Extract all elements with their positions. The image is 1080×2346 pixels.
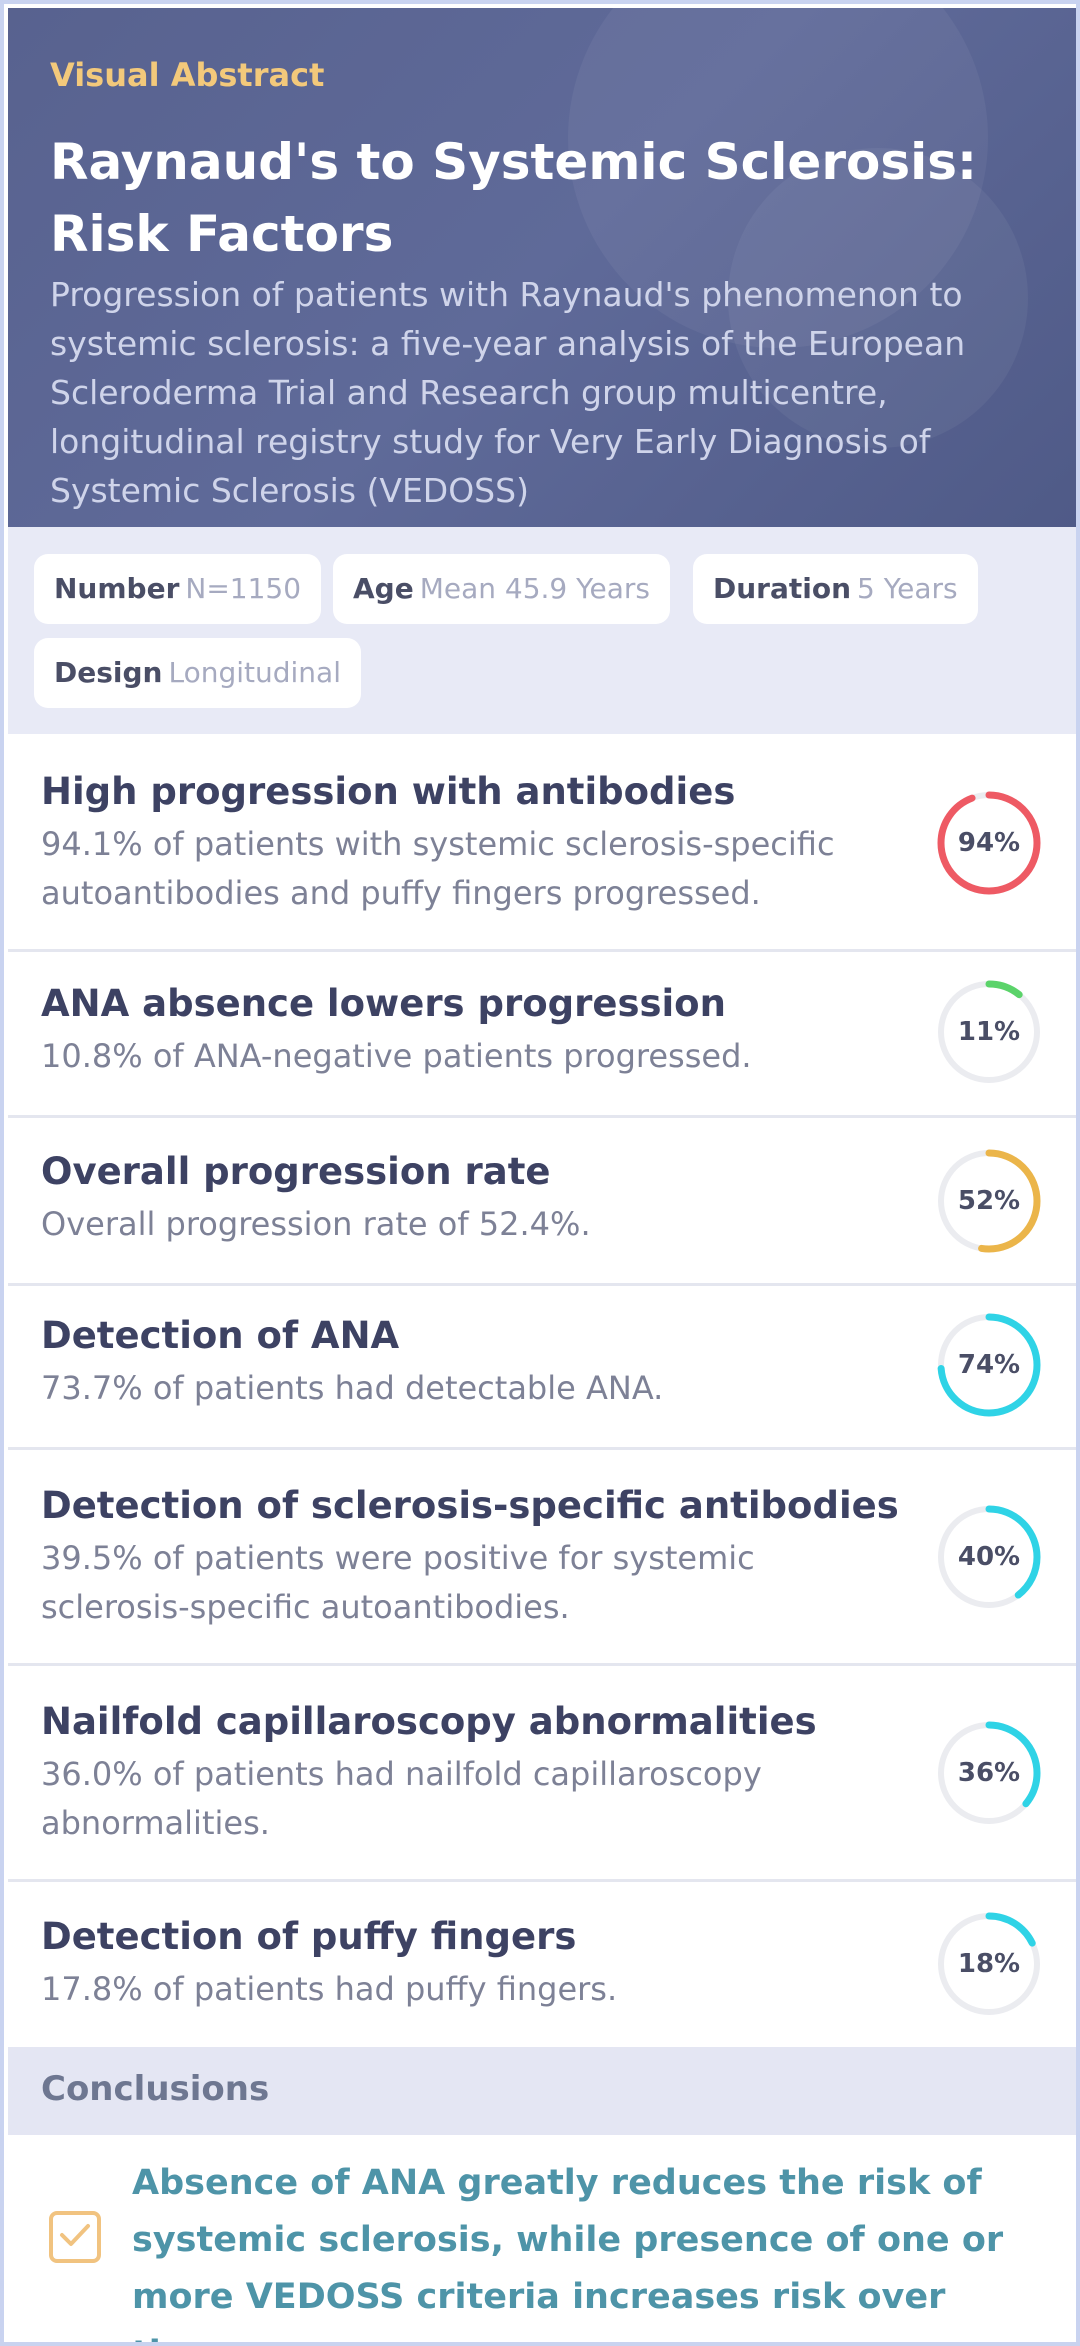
progress-ring: 11% — [934, 977, 1044, 1087]
progress-ring-label: 11% — [957, 1017, 1021, 1047]
header-kicker: Visual Abstract — [50, 56, 325, 94]
header: Visual Abstract Raynaud's to Systemic Sc… — [8, 8, 1076, 527]
meta-pill-duration: Duration 5 Years — [693, 554, 978, 624]
progress-ring: 40% — [934, 1502, 1044, 1612]
progress-ring: 94% — [934, 788, 1044, 898]
finding-row: Nailfold capillaroscopy abnormalities 36… — [8, 1666, 1076, 1882]
finding-title: Nailfold capillaroscopy abnormalities — [41, 1700, 817, 1743]
study-meta: Number N=1150 Age Mean 45.9 Years Duration… — [8, 527, 1076, 734]
progress-ring-graphic — [937, 791, 1041, 895]
finding-row: ANA absence lowers progression 10.8% of … — [8, 952, 1076, 1118]
progress-ring-label: 94% — [957, 828, 1021, 858]
meta-value: 5 Years — [857, 572, 958, 605]
progress-ring-graphic — [937, 1149, 1041, 1253]
conclusions-text: Absence of ANA greatly reduces the risk … — [132, 2163, 1004, 2342]
progress-ring-graphic — [937, 1721, 1041, 1825]
progress-ring-label: 74% — [957, 1350, 1021, 1380]
finding-description: 94.1% of patients with systemic sclerosi… — [41, 825, 835, 912]
finding-title: ANA absence lowers progression — [41, 982, 726, 1025]
conclusions-header: Conclusions — [8, 2047, 1076, 2135]
page-subtitle: Progression of patients with Raynaud's p… — [50, 275, 966, 510]
progress-ring-graphic — [937, 1313, 1041, 1417]
meta-pill-age: Age Mean 45.9 Years — [333, 554, 671, 624]
finding-title: Overall progression rate — [41, 1150, 551, 1193]
finding-description: Overall progression rate of 52.4%. — [41, 1205, 591, 1243]
progress-ring: 18% — [934, 1909, 1044, 2019]
meta-key: Duration — [713, 572, 852, 605]
finding-description: 10.8% of ANA-negative patients progresse… — [41, 1037, 752, 1075]
header-bg-shape — [568, 8, 988, 348]
conclusions-heading: Conclusions — [41, 2069, 270, 2109]
checkmark-icon — [60, 2224, 90, 2246]
meta-value: Longitudinal — [168, 656, 341, 689]
meta-value: N=1150 — [185, 572, 302, 605]
meta-pill-design: Design Longitudinal — [34, 638, 361, 708]
finding-row: Detection of puffy fingers 17.8% of pati… — [8, 1882, 1076, 2047]
header-bg-shape — [728, 148, 1028, 448]
progress-ring-label: 52% — [957, 1186, 1021, 1216]
progress-ring-label: 36% — [957, 1758, 1021, 1788]
progress-ring: 52% — [934, 1146, 1044, 1256]
progress-ring-graphic — [937, 980, 1041, 1084]
meta-value: Mean 45.9 Years — [419, 572, 651, 605]
page-title: Raynaud's to Systemic Sclerosis: Risk Fa… — [50, 133, 977, 263]
checkbox-icon — [49, 2211, 101, 2263]
meta-pill-number: Number N=1150 — [34, 554, 322, 624]
conclusions-body: Absence of ANA greatly reduces the risk … — [8, 2135, 1076, 2342]
progress-ring-graphic — [937, 1912, 1041, 2016]
meta-key: Number — [54, 572, 180, 605]
finding-title: Detection of ANA — [41, 1314, 400, 1357]
finding-description: 73.7% of patients had detectable ANA. — [41, 1369, 664, 1407]
finding-description: 39.5% of patients were positive for syst… — [41, 1539, 755, 1626]
progress-ring: 74% — [934, 1310, 1044, 1420]
finding-row: Overall progression rate Overall progres… — [8, 1118, 1076, 1286]
meta-key: Design — [54, 656, 163, 689]
finding-row: Detection of sclerosis-specific antibodi… — [8, 1450, 1076, 1666]
finding-row: High progression with antibodies 94.1% o… — [8, 734, 1076, 952]
finding-title: Detection of sclerosis-specific antibodi… — [41, 1484, 899, 1527]
finding-description: 17.8% of patients had puffy fingers. — [41, 1970, 618, 2008]
progress-ring: 36% — [934, 1718, 1044, 1828]
finding-title: Detection of puffy fingers — [41, 1915, 577, 1958]
finding-row: Detection of ANA 73.7% of patients had d… — [8, 1286, 1076, 1450]
finding-description: 36.0% of patients had nailfold capillaro… — [41, 1755, 762, 1842]
progress-ring-label: 18% — [957, 1949, 1021, 1979]
finding-title: High progression with antibodies — [41, 770, 736, 813]
progress-ring-label: 40% — [957, 1542, 1021, 1572]
meta-key: Age — [353, 572, 414, 605]
progress-ring-graphic — [937, 1505, 1041, 1609]
